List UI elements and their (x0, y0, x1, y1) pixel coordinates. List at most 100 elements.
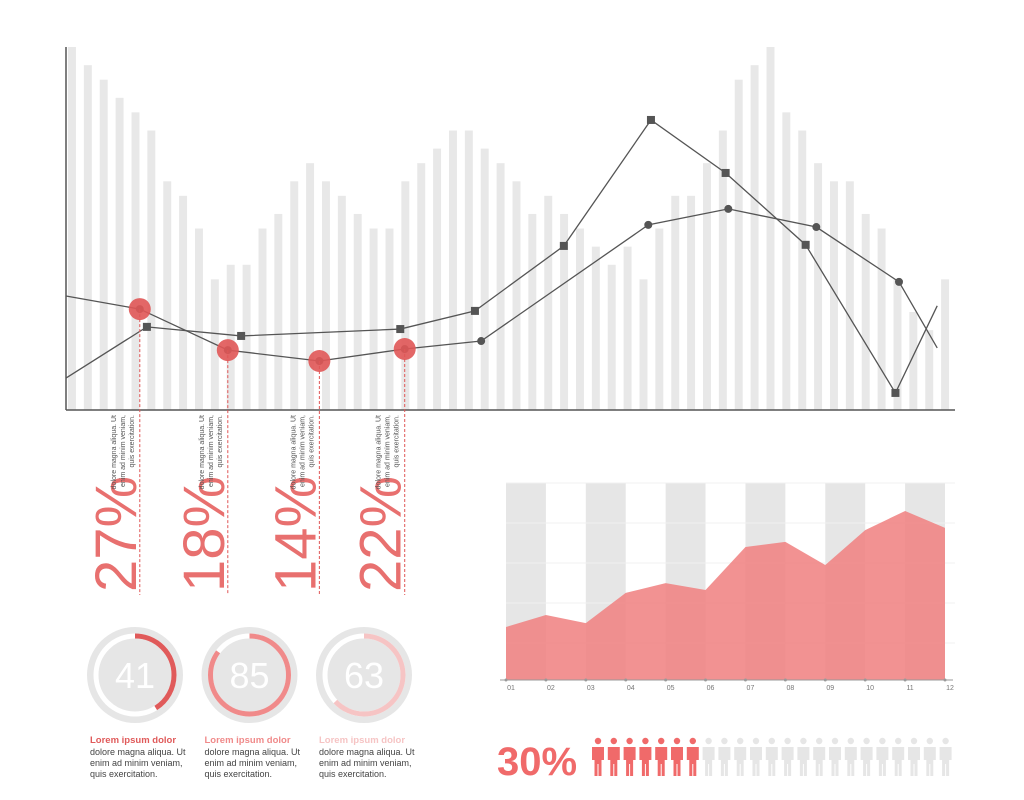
person-icon (718, 737, 731, 776)
callout-text: quis exercitation. (129, 415, 136, 468)
bar (131, 112, 140, 410)
bar (687, 195, 696, 410)
tick-dot (504, 678, 508, 682)
person-icon (923, 737, 936, 776)
icon-body (702, 747, 715, 776)
gauge-title: Lorem ipsum dolor (90, 735, 176, 746)
marker (470, 306, 479, 315)
marker (396, 325, 405, 334)
bar (703, 163, 711, 410)
x-tick-label: 05 (667, 685, 675, 692)
marker (644, 220, 653, 229)
callout-value: 18% (172, 476, 237, 592)
marker (724, 204, 733, 213)
icon-body (592, 747, 604, 776)
bar (830, 181, 838, 410)
bar (322, 181, 330, 410)
bar (290, 181, 299, 410)
bar (417, 163, 426, 410)
gauge-arc (93, 633, 177, 717)
icon-head (816, 737, 823, 745)
bar (639, 279, 648, 410)
marker (801, 240, 810, 249)
person-icon (702, 737, 715, 776)
callout-text: enim ad minim veniam, (208, 415, 215, 487)
bar (512, 181, 521, 410)
icon-head (895, 737, 902, 745)
person-icon (908, 737, 920, 776)
callout-text: dolore magna aliqua. Ut (199, 415, 206, 489)
bar (337, 195, 346, 410)
gauge-value: 85 (229, 655, 269, 696)
icon-body (923, 747, 936, 776)
person-icon (892, 737, 905, 776)
x-tick-label: 06 (707, 685, 715, 692)
bar (861, 213, 870, 410)
icon-head (705, 737, 712, 745)
icon-head (800, 737, 807, 745)
bar (560, 213, 569, 410)
gauge-text: dolore magna aliqua. Ut (319, 747, 415, 757)
marker (721, 168, 730, 177)
bar (877, 228, 886, 410)
bar (369, 228, 378, 410)
tick-dot (704, 678, 708, 682)
tick-dot (664, 678, 668, 682)
bar (306, 163, 315, 410)
person-icon (671, 737, 683, 776)
icon-head (752, 737, 760, 745)
gauge-text: dolore magna aliqua. Ut (205, 747, 301, 757)
bar (115, 97, 124, 410)
bar (655, 228, 664, 410)
marker (237, 331, 246, 340)
icon-head (689, 737, 696, 745)
x-tick-label: 04 (627, 685, 635, 692)
gauge-bg (316, 627, 412, 723)
highlight-dot (308, 349, 331, 372)
x-tick-label: 12 (946, 685, 954, 692)
person-icon (639, 737, 652, 776)
person-icon (829, 737, 841, 776)
icon-head (942, 737, 949, 745)
icon-head (658, 737, 665, 745)
pictogram-value: 30% (497, 740, 577, 784)
icon-body (892, 747, 905, 776)
gauge-value: 41 (115, 655, 155, 696)
bar (226, 264, 235, 410)
highlight-dot (216, 339, 239, 362)
area (506, 510, 945, 680)
bar (528, 213, 537, 410)
icon-head (610, 737, 617, 745)
x-tick-label: 07 (747, 685, 755, 692)
icon-head (847, 737, 854, 745)
bar (750, 65, 759, 411)
bar (464, 130, 473, 411)
tick-dot (584, 678, 588, 682)
callout-value: 14% (263, 476, 328, 592)
icon-head (831, 737, 839, 745)
icon-body (623, 747, 636, 776)
icon-body (860, 747, 873, 776)
bar (718, 130, 727, 411)
bar (909, 311, 918, 410)
bar (671, 195, 680, 410)
gauge-bg (87, 627, 183, 723)
bar (385, 228, 394, 410)
icon-body (908, 747, 920, 776)
bar (353, 213, 362, 410)
gauge-text: enim ad minim veniam, (90, 758, 183, 768)
icon-head (926, 737, 933, 745)
icon-body (813, 747, 826, 776)
x-tick-label: 09 (826, 685, 834, 692)
person-icon (781, 737, 794, 776)
icon-body (765, 747, 778, 776)
tick-dot (943, 678, 947, 682)
bar (544, 195, 553, 410)
bar (496, 163, 505, 410)
bar (814, 163, 823, 410)
callout-value: 27% (84, 476, 149, 592)
person-icon (765, 737, 778, 776)
tick-dot (863, 678, 867, 682)
person-icon (623, 737, 636, 776)
